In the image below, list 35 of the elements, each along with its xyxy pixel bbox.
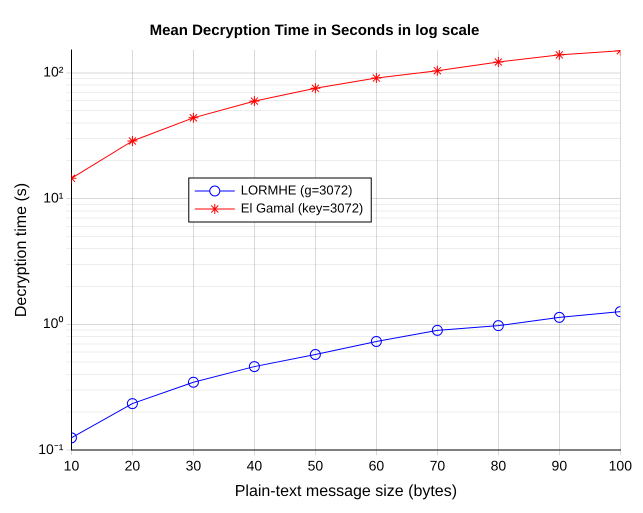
x-tick-label: 100 xyxy=(608,457,632,474)
point xyxy=(188,376,199,388)
point xyxy=(248,96,260,107)
y-tick-label: 10⁻¹ xyxy=(38,440,64,457)
y-tick-label: 10⁰ xyxy=(42,315,64,332)
y-tick-label: 10¹ xyxy=(43,189,64,206)
point xyxy=(126,398,138,410)
point xyxy=(310,349,321,360)
point xyxy=(554,312,565,323)
point xyxy=(492,56,504,68)
x-tick-label: 30 xyxy=(186,457,202,474)
point xyxy=(126,136,138,147)
x-tick-label: 20 xyxy=(124,457,140,474)
point xyxy=(432,324,443,336)
point xyxy=(492,320,504,332)
x-tick-label: 60 xyxy=(368,457,384,474)
point xyxy=(370,72,382,84)
point xyxy=(188,112,199,124)
legend-label: LORMHE (g=3072) xyxy=(240,182,352,198)
x-tick-label: 70 xyxy=(430,457,446,474)
y-tick-label: 10² xyxy=(43,64,64,80)
point xyxy=(310,82,321,94)
x-tick-label: 50 xyxy=(308,457,324,474)
point xyxy=(370,336,382,347)
x-axis-title: Plain-text message size (bytes) xyxy=(234,482,458,500)
x-tick-label: 80 xyxy=(490,457,506,474)
point xyxy=(432,65,443,76)
chart-title: Mean Decryption Time in Seconds in log scale xyxy=(150,22,480,40)
y-axis-title: Decryption time (s) xyxy=(13,182,30,318)
point xyxy=(248,361,260,372)
x-tick-label: 90 xyxy=(552,457,568,474)
x-tick-label: 10 xyxy=(64,457,80,474)
legend-label: El Gamal (key=3072) xyxy=(240,200,364,216)
point xyxy=(554,50,565,60)
x-tick-label: 40 xyxy=(246,457,262,474)
